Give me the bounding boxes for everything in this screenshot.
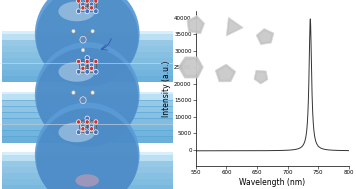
Bar (2, 58, 173, 64)
Bar (2, 106, 173, 113)
Circle shape (89, 66, 94, 70)
Circle shape (94, 69, 98, 74)
Circle shape (81, 2, 85, 7)
Bar (2, 118, 173, 125)
Bar (2, 100, 173, 107)
Bar (2, 152, 173, 161)
Bar (2, 167, 173, 173)
Circle shape (81, 48, 85, 52)
Ellipse shape (35, 102, 140, 189)
Ellipse shape (58, 2, 95, 21)
Circle shape (91, 29, 94, 33)
Bar (2, 124, 173, 131)
Bar (2, 70, 173, 76)
Bar (2, 130, 173, 137)
Circle shape (89, 2, 94, 7)
Ellipse shape (58, 62, 95, 82)
Ellipse shape (58, 122, 95, 142)
Circle shape (85, 0, 89, 3)
Circle shape (85, 116, 89, 121)
Ellipse shape (36, 108, 138, 189)
Bar (2, 76, 173, 82)
Circle shape (76, 9, 81, 14)
Circle shape (94, 9, 98, 14)
Circle shape (80, 36, 86, 43)
Ellipse shape (75, 114, 99, 126)
Circle shape (85, 130, 89, 135)
Circle shape (91, 91, 94, 94)
Ellipse shape (35, 42, 140, 147)
Circle shape (76, 69, 81, 74)
Circle shape (85, 120, 89, 124)
Bar (2, 179, 173, 185)
Circle shape (94, 120, 98, 124)
Bar (2, 112, 173, 119)
Bar (2, 46, 173, 52)
Circle shape (72, 91, 75, 94)
Circle shape (94, 59, 98, 64)
Circle shape (85, 56, 89, 60)
Circle shape (94, 0, 98, 3)
Bar (2, 40, 173, 46)
Bar (2, 52, 173, 58)
Circle shape (85, 69, 89, 74)
Bar (2, 173, 173, 179)
Ellipse shape (75, 174, 99, 187)
Circle shape (81, 62, 85, 67)
Circle shape (85, 59, 89, 64)
Circle shape (89, 127, 94, 131)
Bar (2, 185, 173, 189)
Circle shape (77, 0, 80, 3)
Circle shape (77, 59, 80, 64)
Bar (2, 161, 173, 167)
Circle shape (76, 130, 81, 135)
Ellipse shape (75, 53, 99, 66)
Circle shape (77, 120, 80, 124)
Bar (2, 94, 173, 101)
Ellipse shape (36, 48, 138, 147)
Bar (2, 64, 173, 70)
Circle shape (85, 9, 89, 14)
Ellipse shape (35, 0, 140, 87)
Y-axis label: Intensity (a.u.): Intensity (a.u.) (162, 61, 171, 117)
Circle shape (89, 123, 94, 128)
Circle shape (81, 127, 85, 131)
X-axis label: Wavelength (nm): Wavelength (nm) (239, 178, 305, 187)
Circle shape (72, 29, 75, 33)
Circle shape (80, 97, 86, 104)
Bar (2, 155, 173, 161)
Circle shape (89, 62, 94, 67)
Ellipse shape (36, 0, 138, 87)
Circle shape (81, 6, 85, 10)
Circle shape (89, 6, 94, 10)
Bar (2, 31, 173, 40)
Circle shape (94, 130, 98, 135)
Circle shape (81, 123, 85, 128)
Bar (2, 136, 173, 143)
Bar (2, 34, 173, 40)
Bar (2, 92, 173, 100)
Circle shape (81, 66, 85, 70)
